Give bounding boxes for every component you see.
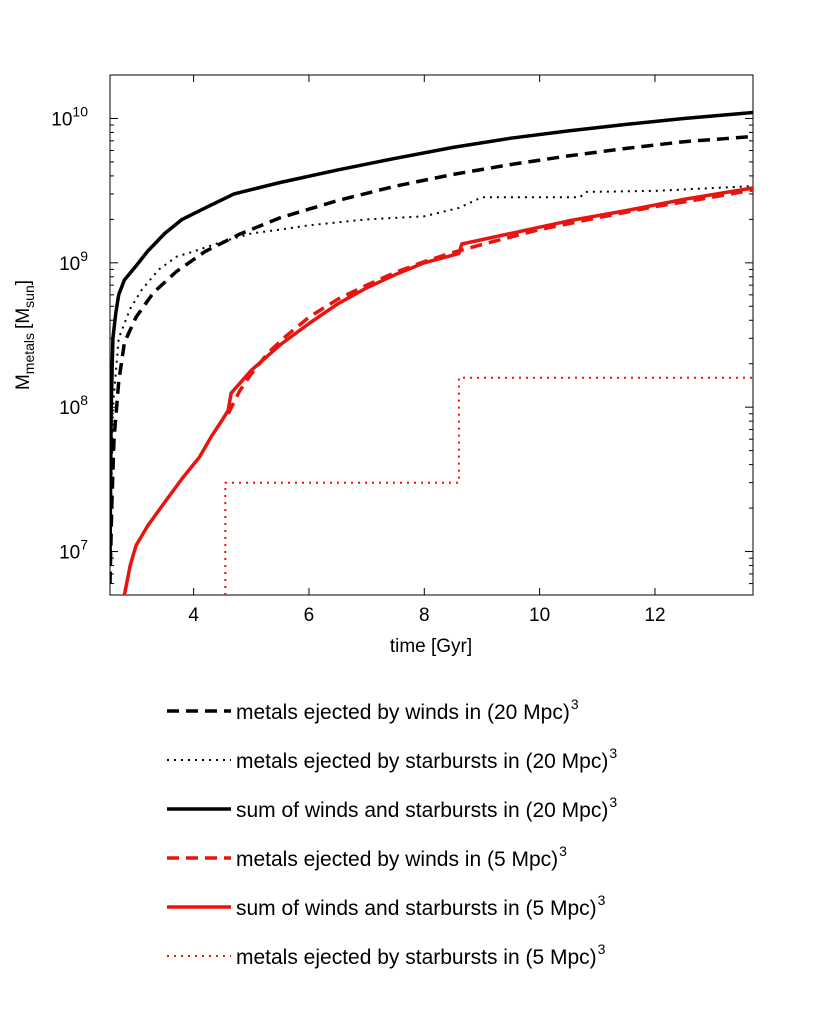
legend-entry-label: metals ejected by winds in (5 Mpc)3: [236, 843, 567, 871]
x-tick-label: 8: [419, 605, 430, 626]
series-line-2: [110, 110, 753, 566]
x-tick-label: 6: [304, 605, 315, 626]
series-line-1: [110, 185, 753, 566]
x-tick-label: 4: [188, 605, 199, 626]
y-axis-label-unit-open: [M: [13, 308, 34, 329]
y-tick-label: 1010: [51, 103, 88, 130]
y-axis-label: Mmetals [Msun]: [13, 280, 37, 390]
series-layer: [110, 110, 753, 595]
series-line-4: [122, 186, 753, 595]
y-axis-label-unit-sub: sun: [21, 285, 37, 308]
x-tick-label: 12: [644, 605, 665, 626]
legend-entry-label: sum of winds and starbursts in (20 Mpc)3: [236, 794, 617, 822]
legend-entry-label: sum of winds and starbursts in (5 Mpc)3: [236, 892, 606, 920]
legend-entry-label: metals ejected by starbursts in (5 Mpc)3: [236, 941, 606, 969]
y-tick-label: 108: [59, 392, 88, 419]
plot-frame: [109, 74, 754, 596]
legend-entry-label: metals ejected by starbursts in (20 Mpc)…: [236, 745, 617, 773]
y-axis-label-unit-close: ]: [13, 280, 34, 285]
x-axis-label: time [Gyr]: [390, 636, 472, 657]
series-line-0: [110, 134, 753, 584]
legend: metals ejected by winds in (20 Mpc)3 meta…: [167, 696, 617, 969]
legend-entry-label: metals ejected by winds in (20 Mpc)3: [236, 696, 579, 724]
y-axis-label-base: M: [13, 374, 34, 390]
x-tick-label: 10: [529, 605, 550, 626]
y-axis-label-sub: metals: [21, 333, 37, 374]
y-tick-label: 107: [59, 537, 88, 564]
y-tick-label: 109: [59, 248, 88, 275]
